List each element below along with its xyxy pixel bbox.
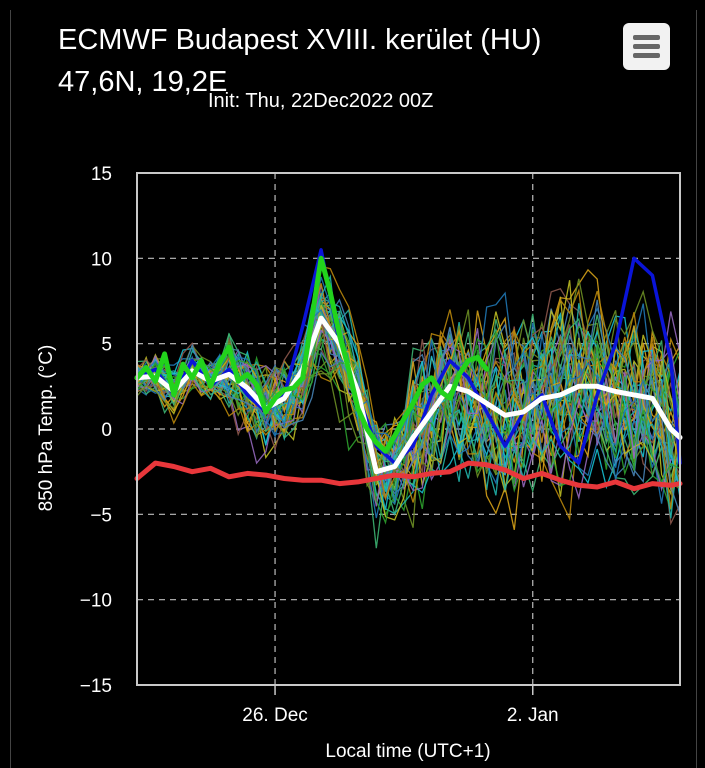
x-axis-label: Local time (UTC+1) bbox=[325, 741, 490, 762]
y-tick-label: 10 bbox=[91, 249, 112, 270]
y-tick-label: −15 bbox=[80, 676, 112, 697]
y-tick-label: −10 bbox=[80, 591, 112, 612]
ensemble-member-line bbox=[136, 302, 681, 490]
hamburger-icon-bar bbox=[633, 53, 660, 58]
hamburger-icon-bar bbox=[633, 35, 660, 40]
hamburger-menu-button[interactable] bbox=[623, 23, 670, 70]
series-lines bbox=[134, 248, 683, 492]
x-tick-label: 26. Dec bbox=[242, 705, 307, 726]
y-tick-label: 5 bbox=[101, 335, 112, 356]
ensemble-mean-line bbox=[134, 315, 683, 475]
climate-mean-line bbox=[134, 460, 683, 492]
chart-title: ECMWF Budapest XVIII. kerület (HU) bbox=[58, 24, 542, 56]
y-tick-label: 0 bbox=[101, 420, 112, 441]
ensemble-member-line bbox=[136, 296, 681, 515]
deterministic-line bbox=[135, 248, 682, 465]
y-tick-label: −5 bbox=[90, 505, 112, 526]
init-time: Init: Thu, 22Dec2022 00Z bbox=[208, 90, 434, 112]
axes-labels: 15 10 5 0 −5 −10 −15 26. Dec 2. Jan bbox=[80, 164, 559, 726]
control-run-line bbox=[134, 255, 490, 454]
ensemble-member-line bbox=[136, 293, 681, 466]
x-tick-label: 2. Jan bbox=[507, 705, 559, 726]
y-axis-label: 850 hPa Temp. (°C) bbox=[36, 345, 57, 512]
y-tick-label: 15 bbox=[91, 164, 112, 185]
chart-coordinates: 47,6N, 19,2E bbox=[58, 66, 228, 98]
hamburger-icon-bar bbox=[633, 44, 660, 49]
plot-border bbox=[136, 172, 681, 686]
